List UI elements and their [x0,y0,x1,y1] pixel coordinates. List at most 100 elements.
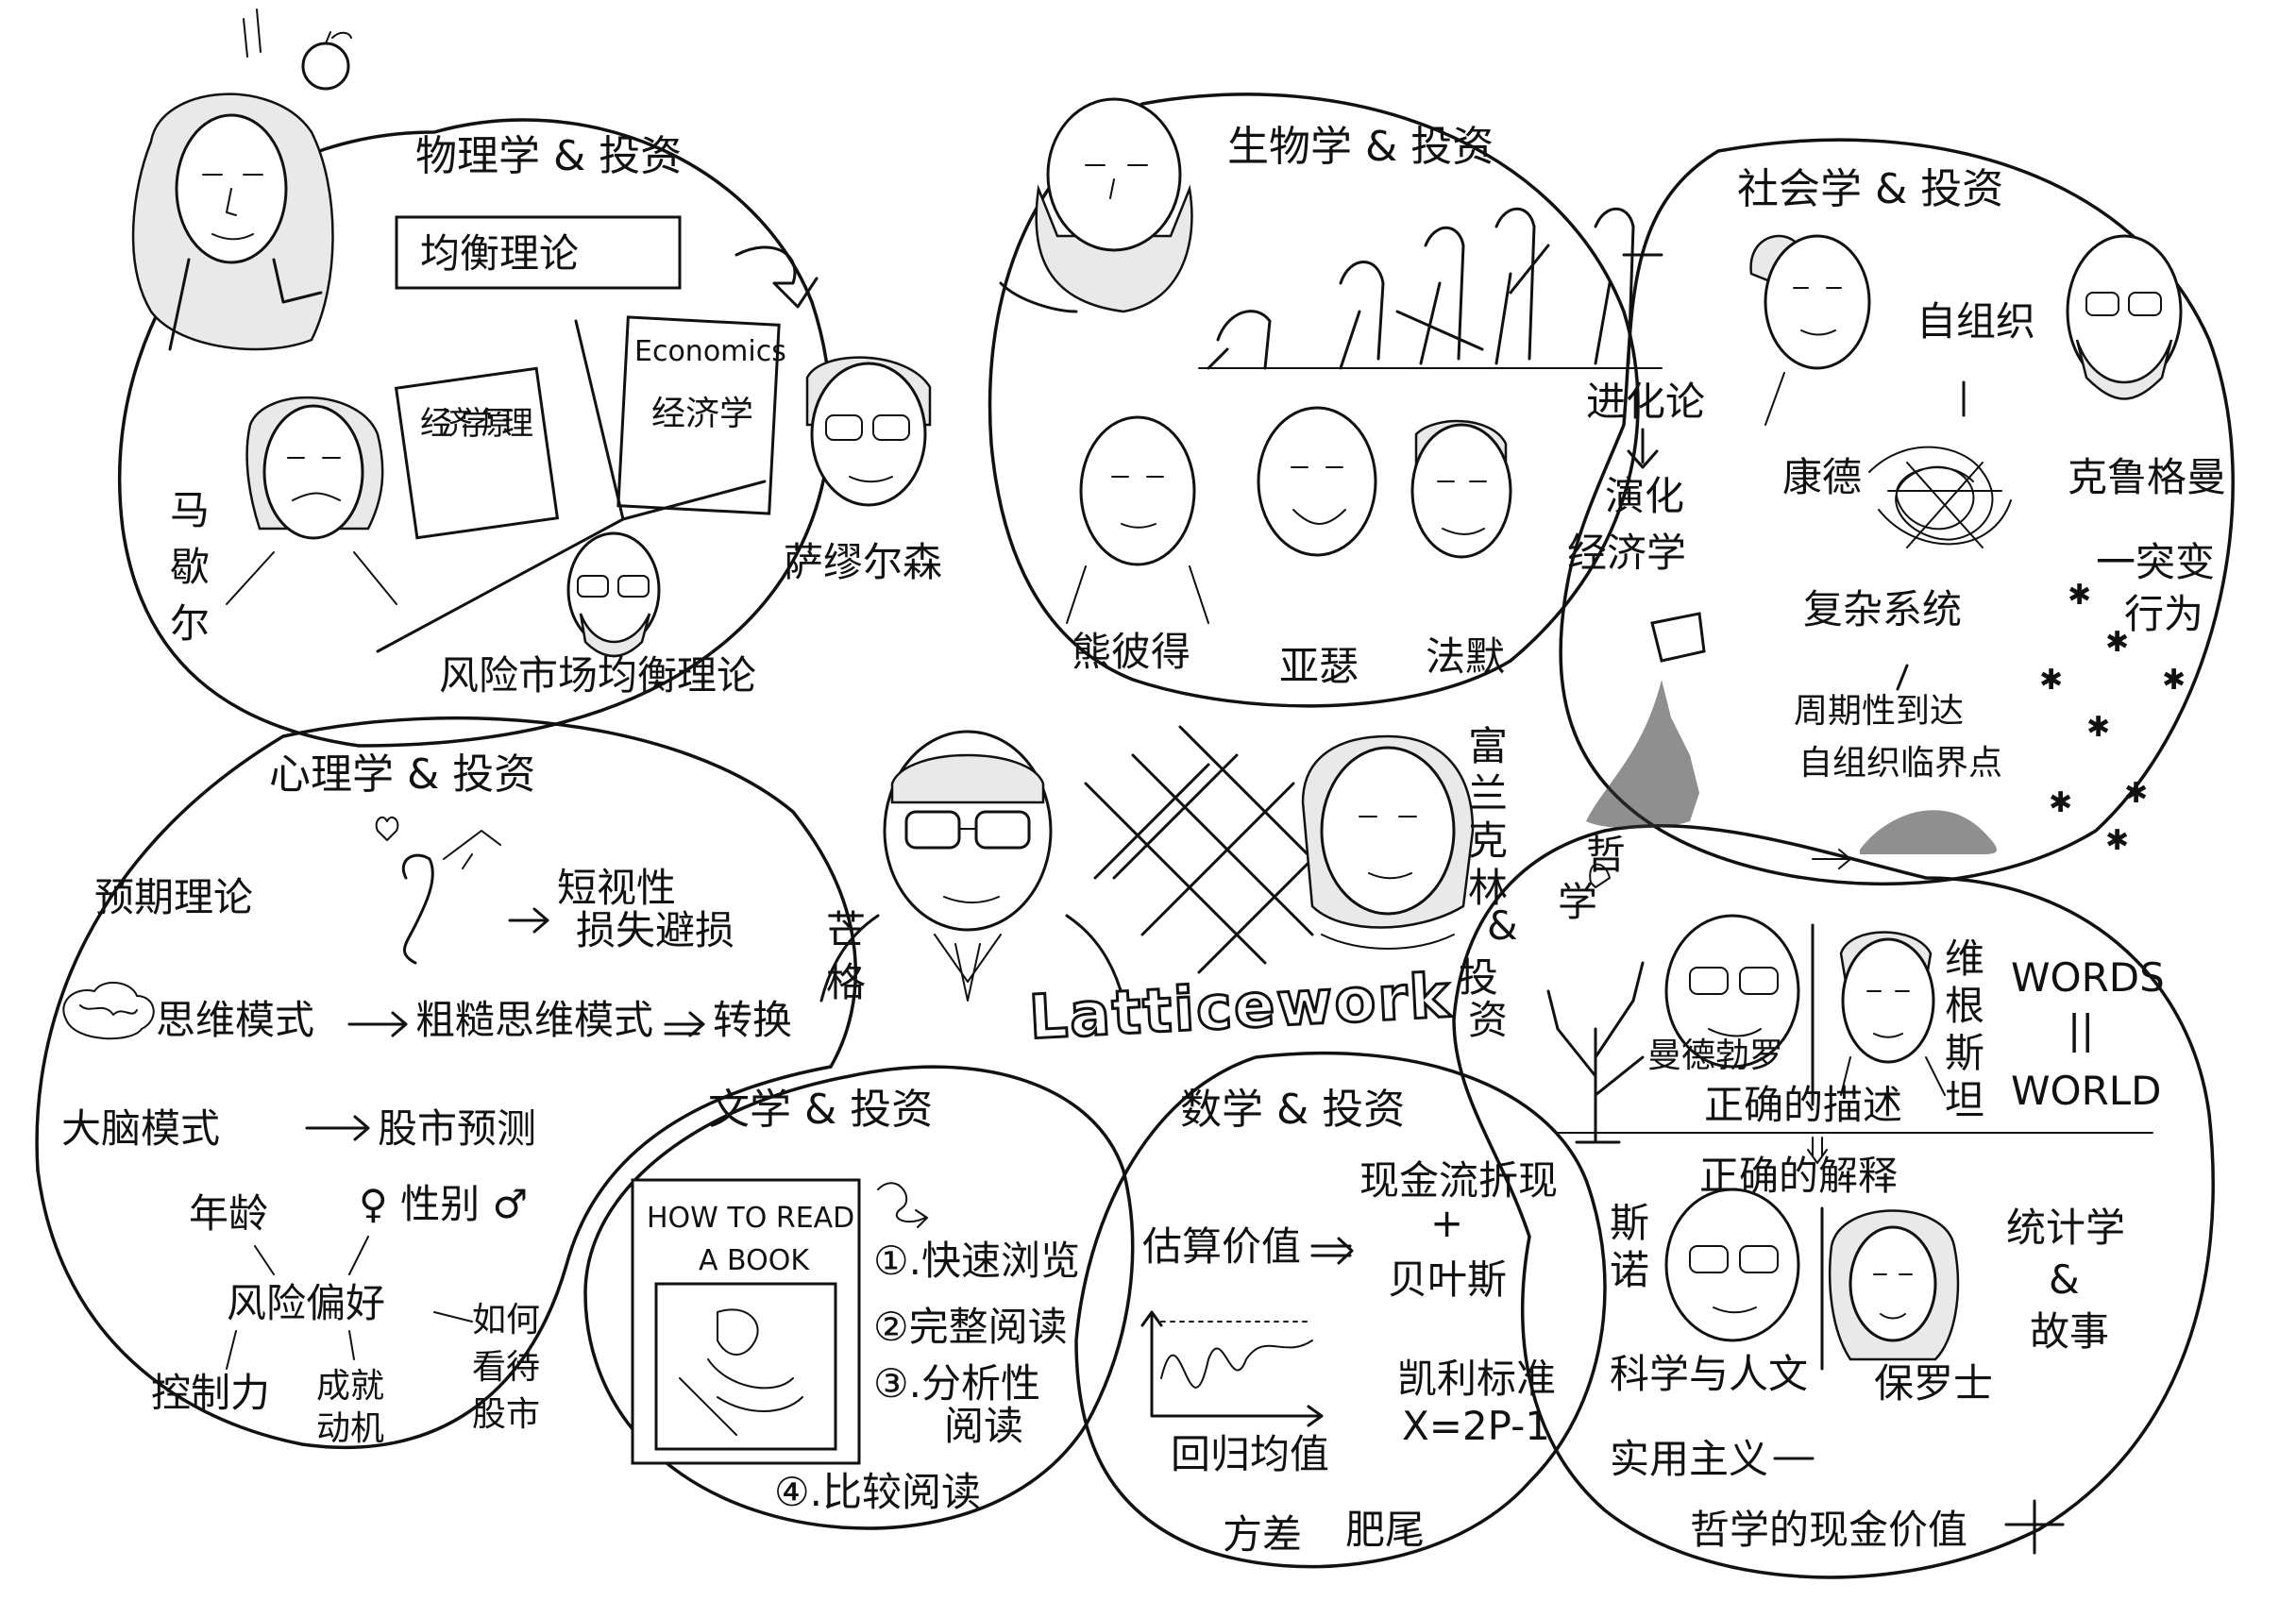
mental-label: 思维模式 [156,997,314,1043]
connector-lines [254,1236,369,1275]
stats-label-1: 统计学 [2006,1205,2125,1251]
kelly-formula: X=2P-1 [1402,1403,1550,1449]
cash-label: 哲学的现金价值 [1690,1507,1967,1553]
marshall-name-1: 马 [170,487,210,533]
arrow-icon-2 [347,1011,408,1037]
schumpeter-portrait [1066,415,1209,624]
view-label-1: 如何 [472,1301,540,1340]
stats-label-2: & [2049,1256,2080,1303]
thinker-icon [375,816,501,965]
krugman-name: 克鲁格曼 [2068,454,2226,500]
pragmatism-label: 实用主义 [1610,1436,1768,1482]
arrow-icon-1 [508,907,549,934]
snow-portrait [1664,1188,1800,1342]
evo-econ-label-1: 演化 [1605,473,1684,519]
person-arthur: 亚瑟 [1279,643,1359,689]
franklin-name-1: 富 [1468,723,1508,769]
physics-section: 物理学 & 投资 均衡理论 经济学原理 Economics 经济学 马 歇 尔 [131,8,942,699]
control-label: 控制力 [151,1370,270,1416]
munger-portrait [819,730,1125,1003]
age-label: 年龄 [189,1190,268,1237]
small-leaf-icon [1589,863,1611,888]
philo-title-3: & [1487,902,1518,949]
regression-chart-icon [1140,1310,1324,1427]
wittgenstein-name-4: 坦 [1945,1077,1984,1123]
book-principles: 经济学原理 [394,366,560,540]
svg-text:✱: ✱ [2049,786,2072,819]
wittgenstein-name-3: 斯 [1945,1030,1984,1076]
center-section: 芒 格 富 兰 克 林 Latticework [819,723,1508,1054]
krugman-portrait [2066,234,2183,400]
literature-section: 文学 & 投资 HOW TO READ A BOOK ①.快速浏览 ②完整阅读 … [631,1086,1080,1515]
plus-mark-icon [2004,1499,2065,1555]
franklin-portrait [1301,734,1475,950]
complex-scribble-icon [1868,446,2012,548]
munger-name-1: 芒 [826,907,866,953]
plus-sign: + [1430,1200,1463,1246]
risk-label: 风险偏好 [227,1280,385,1326]
bubble-literature [583,1065,1135,1530]
snow-name-1: 斯 [1610,1200,1649,1246]
svg-text:经济学: 经济学 [651,395,753,433]
fat-tail-label: 肥尾 [1345,1507,1425,1553]
connector-lines-2 [226,1311,473,1370]
svg-text:✱: ✱ [2068,579,2091,612]
svg-text:✱: ✱ [2039,664,2063,697]
bubble-psychology [35,716,857,1450]
paulos-portrait [1828,1209,1960,1361]
biology-title: 生物学 & 投资 [1227,123,1494,171]
farmer-portrait [1410,419,1512,559]
kant-portrait [1749,234,1871,426]
svg-text:✱: ✱ [2105,824,2129,857]
down-arrow-icon [1627,428,1659,469]
apple-icon [301,31,352,91]
mandelbrot-name: 曼德勃罗 [1647,1036,1783,1075]
psychology-section: 心理学 & 投资 预期理论 短视性 损失避损 思维模式 粗糙思维模式 转换 大脑… [61,750,792,1448]
snow-name-2: 诺 [1610,1247,1649,1293]
bubble-biology [988,93,1640,708]
step-2: ②完整阅读 [873,1304,1068,1350]
franklin-name-4: 林 [1468,865,1508,911]
regression-label: 回归均值 [1171,1431,1329,1477]
math-title: 数学 & 投资 [1180,1086,1405,1134]
kelly-label: 凯利标准 [1397,1356,1556,1402]
transform-label: 转换 [713,997,792,1043]
evo-econ-label-2: 经济学 [1567,530,1686,576]
words-label: WORDS [2011,954,2165,1001]
person-farmer: 法默 [1426,633,1505,680]
bubble-philosophy [1452,823,2215,1579]
curved-arrow-icon [734,245,819,309]
physics-title: 物理学 & 投资 [415,132,682,180]
equilibrium-box [395,215,682,290]
motive-label-2: 动机 [316,1409,384,1448]
gender-label: ♀ 性别 ♂ [359,1181,528,1227]
kant-name: 康德 [1782,454,1862,500]
svg-text:Economics: Economics [634,335,786,368]
samuelson-name: 萨缪尔森 [784,539,942,585]
evolution-label: 进化论 [1586,379,1705,425]
philo-title-4: 投 [1459,954,1498,1001]
step-3b: 阅读 [944,1403,1023,1449]
critical-label-2: 自组织临界点 [1798,744,2002,783]
literature-title: 文学 & 投资 [708,1086,933,1134]
bubble-math [1074,1051,1607,1569]
sociology-title: 社会学 & 投资 [1737,165,2003,213]
emergent-label-2: 行为 [2124,591,2203,637]
evolution-icon [1198,207,1663,370]
myopia-label: 短视性 [557,865,676,911]
svg-text:经济学原理: 经济学原理 [420,405,533,443]
connector-line-2 [1896,664,1909,691]
double-arrow-icon [664,1011,705,1037]
marshall-name-2: 歇 [170,544,210,590]
variance-label: 方差 [1223,1511,1302,1558]
wittgenstein-portrait [1839,931,1946,1096]
sociology-section: 社会学 & 投资 康德 自组织 克鲁格曼 复杂系统 周期性到达 自组织临界点 一… [1586,165,2226,869]
paulos-name: 保罗士 [1874,1360,1993,1407]
view-label-2: 看待 [472,1348,540,1387]
forecast-label: 股市预测 [378,1105,536,1152]
equals-label: || [2068,1006,2094,1053]
svg-text:✱: ✱ [2162,664,2186,697]
darwin-portrait [999,97,1193,313]
math-section: 数学 & 投资 估算价值 现金流折现 + 贝叶斯 回归均值 凯利标准 X=2P-… [1140,1086,1558,1558]
